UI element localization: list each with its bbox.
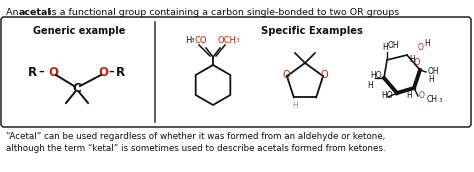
Text: OH: OH	[387, 41, 399, 51]
Text: although the term “ketal” is sometimes used to describe acetals formed from keto: although the term “ketal” is sometimes u…	[6, 144, 386, 153]
Text: OCH: OCH	[218, 36, 237, 45]
Text: H: H	[428, 76, 434, 84]
Text: HO: HO	[370, 72, 382, 80]
Text: H: H	[406, 92, 412, 100]
Text: O: O	[418, 42, 424, 51]
Text: “Acetal” can be used regardless of whether it was formed from an aldehyde or ket: “Acetal” can be used regardless of wheth…	[6, 132, 385, 141]
Text: O: O	[413, 58, 420, 67]
Text: HO: HO	[381, 92, 392, 100]
Text: Specific Examples: Specific Examples	[261, 26, 363, 36]
Text: CH: CH	[427, 94, 438, 104]
Text: 3: 3	[439, 99, 443, 104]
Text: –: –	[108, 67, 114, 77]
Text: O: O	[282, 70, 290, 80]
Text: O: O	[419, 92, 425, 100]
Text: R: R	[116, 66, 125, 78]
Text: H: H	[367, 80, 373, 89]
Text: Generic example: Generic example	[33, 26, 126, 36]
Text: is a functional group containing a carbon single-bonded to two OR groups: is a functional group containing a carbo…	[46, 8, 399, 17]
Text: –: –	[38, 67, 44, 77]
Text: acetal: acetal	[19, 8, 52, 17]
Text: H: H	[185, 36, 191, 45]
Text: 3: 3	[191, 38, 194, 43]
Text: CO: CO	[195, 36, 208, 45]
Text: An: An	[6, 8, 21, 17]
Text: H: H	[409, 56, 415, 64]
Text: H: H	[292, 101, 298, 110]
FancyBboxPatch shape	[1, 17, 471, 127]
Text: R: R	[28, 66, 37, 78]
Text: O: O	[48, 66, 58, 78]
Text: O: O	[98, 66, 108, 78]
Text: O: O	[320, 70, 328, 80]
Text: H: H	[424, 39, 430, 47]
Text: H: H	[382, 44, 388, 52]
Text: 3: 3	[236, 38, 239, 43]
Text: OH: OH	[428, 67, 439, 77]
Text: C: C	[73, 82, 82, 94]
